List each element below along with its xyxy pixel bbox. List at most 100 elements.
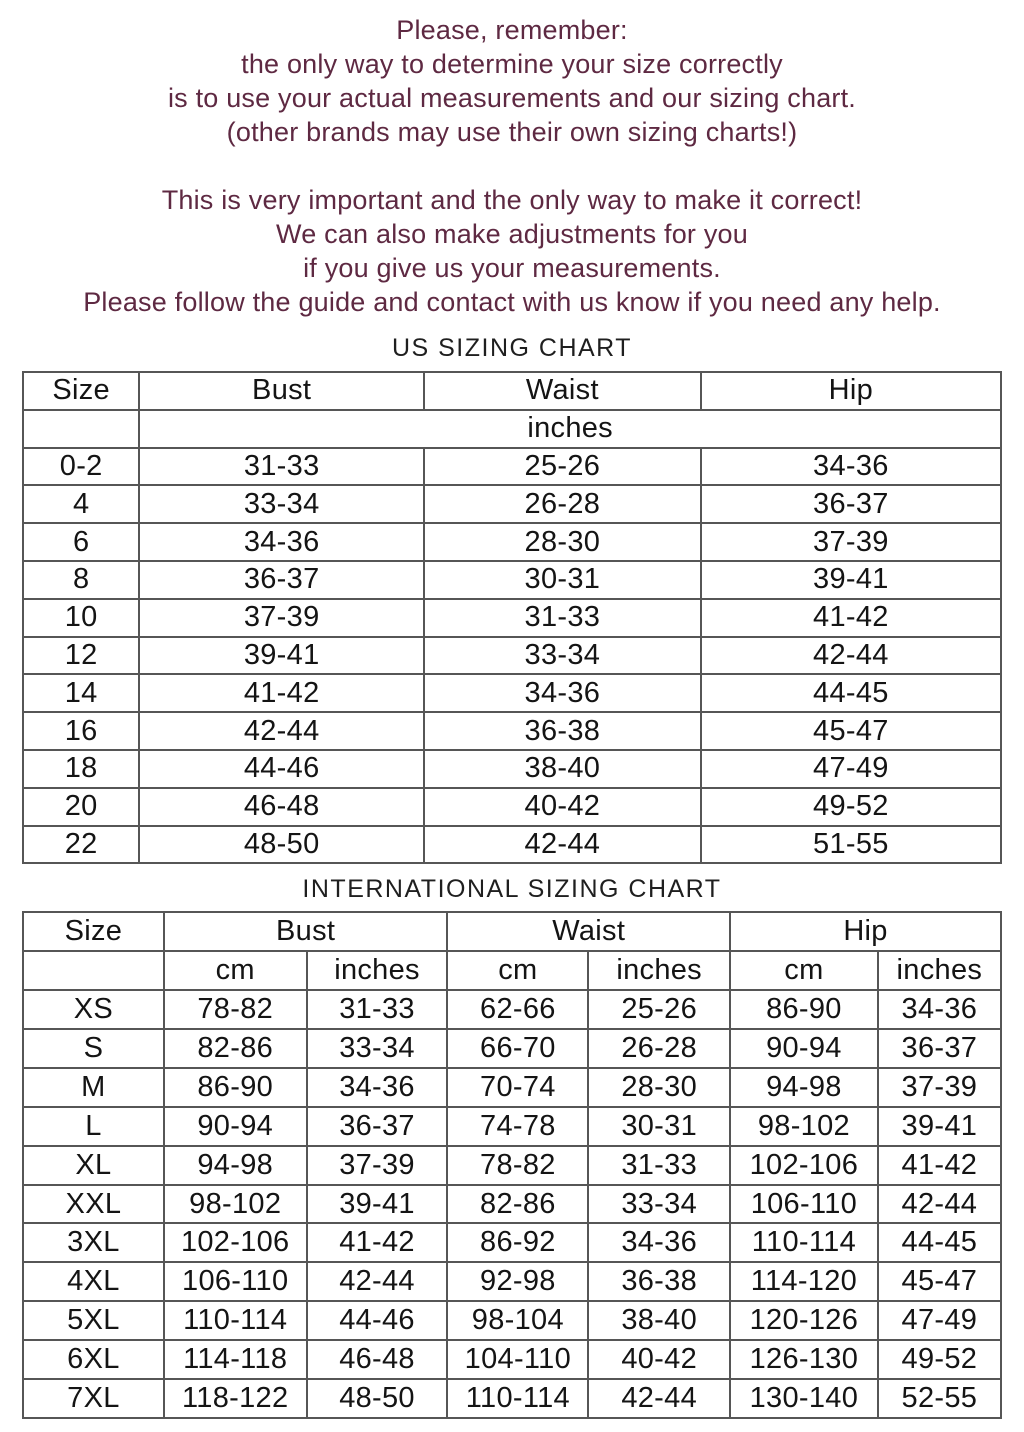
intl-col-header-bust: Bust bbox=[162, 911, 449, 953]
measurement-cell: 41-42 bbox=[876, 1144, 1003, 1186]
measurement-cell: 34-36 bbox=[699, 446, 1003, 487]
measurement-cell: 25-26 bbox=[422, 446, 702, 487]
table-row: XXL 98-102 39-41 82-86 33-34 106-110 42-44 bbox=[22, 1183, 1003, 1225]
us-unit-label: inches bbox=[138, 408, 1002, 449]
measurement-cell: 66-70 bbox=[446, 1028, 590, 1069]
measurement-cell: 41-42 bbox=[305, 1222, 449, 1264]
intro-line: is to use your actual measurements and o… bbox=[167, 83, 857, 113]
measurement-cell: 98-102 bbox=[729, 1105, 879, 1147]
measurement-cell: 31-33 bbox=[587, 1144, 732, 1186]
measurement-cell: 90-94 bbox=[729, 1028, 879, 1069]
measurement-cell: 118-122 bbox=[162, 1378, 308, 1419]
table-row: 8 36-37 30-31 39-41 bbox=[21, 559, 1003, 600]
measurement-cell: 33-34 bbox=[305, 1028, 449, 1069]
intl-col-header-size: Size bbox=[22, 911, 165, 953]
measurement-cell: 52-55 bbox=[876, 1378, 1003, 1419]
size-cell: XL bbox=[22, 1144, 165, 1186]
measurement-cell: 42-44 bbox=[138, 711, 425, 751]
measurement-cell: 33-34 bbox=[587, 1183, 732, 1225]
measurement-cell: 82-86 bbox=[162, 1028, 308, 1069]
us-col-header-size: Size bbox=[21, 371, 141, 411]
measurement-cell: 38-40 bbox=[422, 748, 702, 789]
measurement-cell: 51-55 bbox=[699, 824, 1003, 865]
measurement-cell: 41-42 bbox=[699, 597, 1003, 638]
size-cell: 6 bbox=[21, 522, 141, 562]
measurement-cell: 49-52 bbox=[699, 786, 1003, 827]
measurement-cell: 40-42 bbox=[422, 786, 702, 827]
measurement-cell: 42-44 bbox=[422, 824, 702, 865]
size-cell: 0-2 bbox=[21, 446, 141, 487]
intl-chart-title: INTERNATIONAL SIZING CHART bbox=[302, 875, 722, 904]
measurement-cell: 34-36 bbox=[587, 1222, 732, 1264]
measurement-cell: 41-42 bbox=[138, 673, 425, 714]
table-row: 4XL 106-110 42-44 92-98 36-38 114-120 45-47 bbox=[22, 1261, 1003, 1303]
measurement-cell: 34-36 bbox=[422, 673, 702, 714]
measurement-cell: 130-140 bbox=[729, 1378, 879, 1419]
intro-line: This is very important and the only way … bbox=[161, 185, 863, 215]
table-row: XL 94-98 37-39 78-82 31-33 102-106 41-42 bbox=[22, 1144, 1003, 1186]
measurement-cell: 78-82 bbox=[162, 989, 308, 1031]
measurement-cell: 37-39 bbox=[876, 1066, 1003, 1108]
measurement-cell: 62-66 bbox=[446, 989, 590, 1031]
measurement-cell: 36-37 bbox=[138, 559, 425, 600]
intro-line: Please follow the guide and contact with… bbox=[83, 287, 941, 317]
measurement-cell: 47-49 bbox=[699, 748, 1003, 789]
table-row: 12 39-41 33-34 42-44 bbox=[21, 635, 1003, 676]
measurement-cell: 49-52 bbox=[876, 1339, 1003, 1381]
us-chart-title: US SIZING CHART bbox=[391, 334, 633, 362]
intl-unit-waist-inches: inches bbox=[587, 950, 732, 992]
measurement-cell: 44-45 bbox=[699, 673, 1003, 714]
measurement-cell: 86-90 bbox=[729, 989, 879, 1031]
measurement-cell: 86-90 bbox=[162, 1066, 308, 1108]
size-cell: 18 bbox=[21, 748, 141, 789]
us-sizing-table: Size Bust Waist Hip inches 0-2 31-33 25-26… bbox=[21, 371, 1003, 865]
measurement-cell: 48-50 bbox=[138, 824, 425, 865]
intro-text-block: Please, remember: the only way to determ… bbox=[0, 0, 1024, 319]
intro-line: if you give us your measurements. bbox=[303, 253, 721, 283]
intl-table-body: XS 78-82 31-33 62-66 25-26 86-90 34-36 S 82-86 33… bbox=[22, 989, 1003, 1419]
measurement-cell: 30-31 bbox=[587, 1105, 732, 1147]
us-header-row: Size Bust Waist Hip bbox=[21, 371, 1003, 411]
size-cell: L bbox=[22, 1105, 165, 1147]
measurement-cell: 33-34 bbox=[422, 635, 702, 676]
measurement-cell: 114-120 bbox=[729, 1261, 879, 1303]
intro-line: the only way to determine your size corr… bbox=[241, 49, 783, 79]
measurement-cell: 82-86 bbox=[446, 1183, 590, 1225]
measurement-cell: 36-37 bbox=[305, 1105, 449, 1147]
intl-unit-empty-cell bbox=[22, 950, 165, 992]
measurement-cell: 34-36 bbox=[305, 1066, 449, 1108]
size-cell: 14 bbox=[21, 673, 141, 714]
intl-col-header-waist: Waist bbox=[446, 911, 732, 953]
table-row: 18 44-46 38-40 47-49 bbox=[21, 748, 1003, 789]
intl-unit-row: cm inches cm inches cm inches bbox=[22, 950, 1003, 992]
measurement-cell: 98-104 bbox=[446, 1300, 590, 1342]
intro-line: (other brands may use their own sizing c… bbox=[226, 117, 798, 147]
intro-line: We can also make adjustments for you bbox=[276, 219, 748, 249]
measurement-cell: 104-110 bbox=[446, 1339, 590, 1381]
measurement-cell: 102-106 bbox=[162, 1222, 308, 1264]
measurement-cell: 36-38 bbox=[422, 711, 702, 751]
measurement-cell: 37-39 bbox=[138, 597, 425, 638]
us-table-body: 0-2 31-33 25-26 34-36 4 33-34 26-28 36-37 6 34-36… bbox=[21, 446, 1003, 865]
size-cell: 8 bbox=[21, 559, 141, 600]
size-cell: 20 bbox=[21, 786, 141, 827]
measurement-cell: 94-98 bbox=[729, 1066, 879, 1108]
measurement-cell: 42-44 bbox=[876, 1183, 1003, 1225]
size-cell: 4 bbox=[21, 484, 141, 525]
intl-col-header-hip: Hip bbox=[729, 911, 1002, 953]
measurement-cell: 46-48 bbox=[305, 1339, 449, 1381]
measurement-cell: 106-110 bbox=[729, 1183, 879, 1225]
size-cell: XXL bbox=[22, 1183, 165, 1225]
measurement-cell: 70-74 bbox=[446, 1066, 590, 1108]
table-row: 10 37-39 31-33 41-42 bbox=[21, 597, 1003, 638]
table-row: 14 41-42 34-36 44-45 bbox=[21, 673, 1003, 714]
measurement-cell: 74-78 bbox=[446, 1105, 590, 1147]
measurement-cell: 110-114 bbox=[729, 1222, 879, 1264]
table-row: 20 46-48 40-42 49-52 bbox=[21, 786, 1003, 827]
size-cell: 6XL bbox=[22, 1339, 165, 1381]
measurement-cell: 30-31 bbox=[422, 559, 702, 600]
measurement-cell: 86-92 bbox=[446, 1222, 590, 1264]
measurement-cell: 44-45 bbox=[876, 1222, 1003, 1264]
table-row: 22 48-50 42-44 51-55 bbox=[21, 824, 1003, 865]
table-row: L 90-94 36-37 74-78 30-31 98-102 39-41 bbox=[22, 1105, 1003, 1147]
